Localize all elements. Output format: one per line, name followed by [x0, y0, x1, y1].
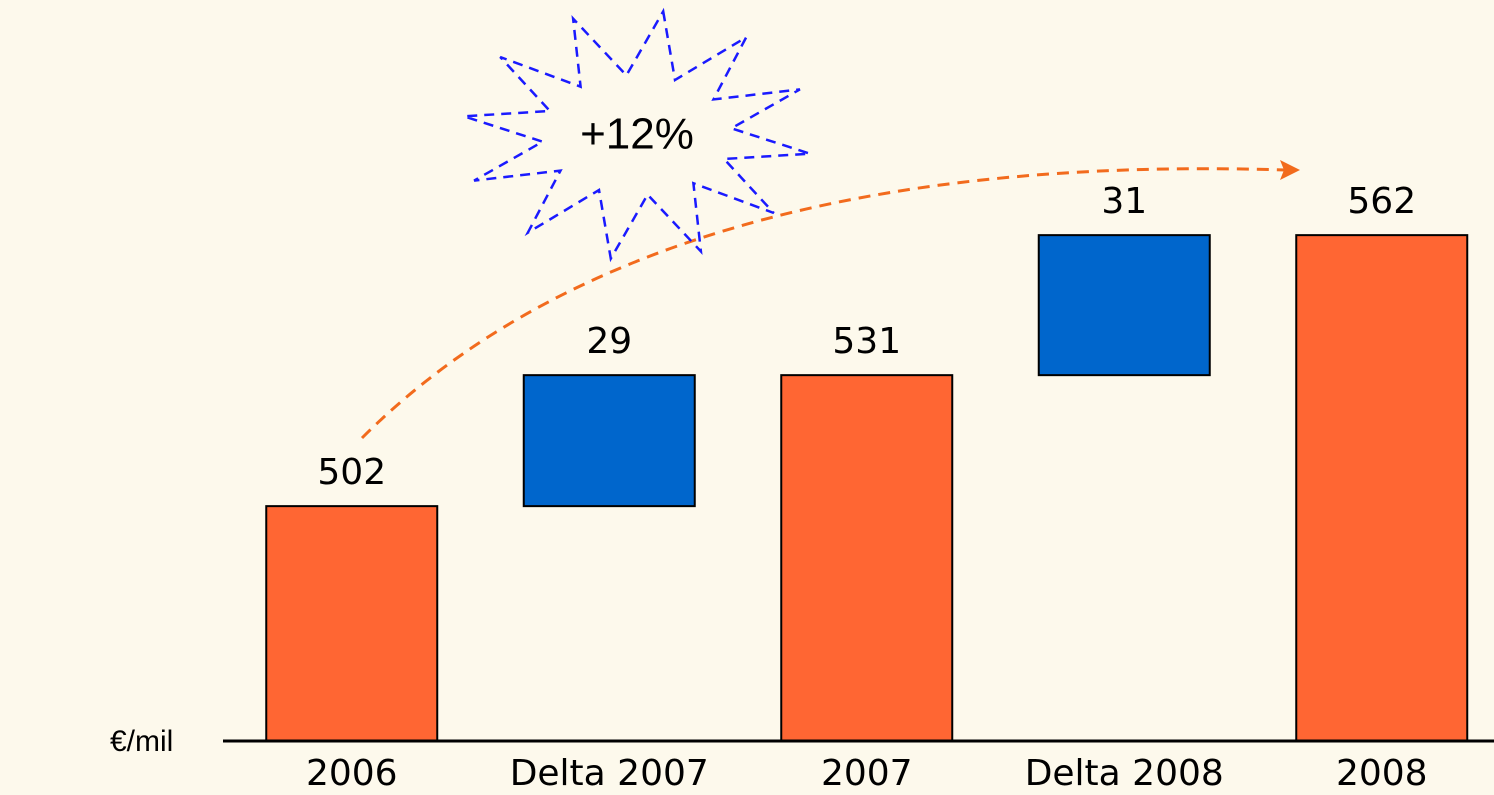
growth-arrow — [360, 167, 1286, 440]
value-label: 531 — [832, 321, 901, 362]
starburst — [463, 7, 811, 263]
decoration — [360, 7, 1300, 440]
x-tick-label: Delta 2007 — [510, 753, 709, 794]
value-label: 562 — [1347, 181, 1416, 222]
bar — [265, 505, 439, 742]
arrow-head — [1280, 160, 1300, 180]
x-tick-label: 2006 — [306, 753, 398, 794]
x-tick-label: 2008 — [1336, 753, 1428, 794]
bar — [1295, 234, 1469, 742]
x-tick-label: 2007 — [821, 753, 913, 794]
value-label: 502 — [317, 452, 386, 493]
growth-annotation: +12% — [580, 110, 694, 159]
y-axis-label: €/mil — [110, 725, 173, 758]
bar — [780, 374, 954, 742]
bar — [522, 374, 696, 508]
value-label: 31 — [1101, 181, 1147, 222]
value-label: 29 — [586, 321, 632, 362]
bar — [1037, 234, 1211, 377]
x-tick-label: Delta 2008 — [1025, 753, 1224, 794]
